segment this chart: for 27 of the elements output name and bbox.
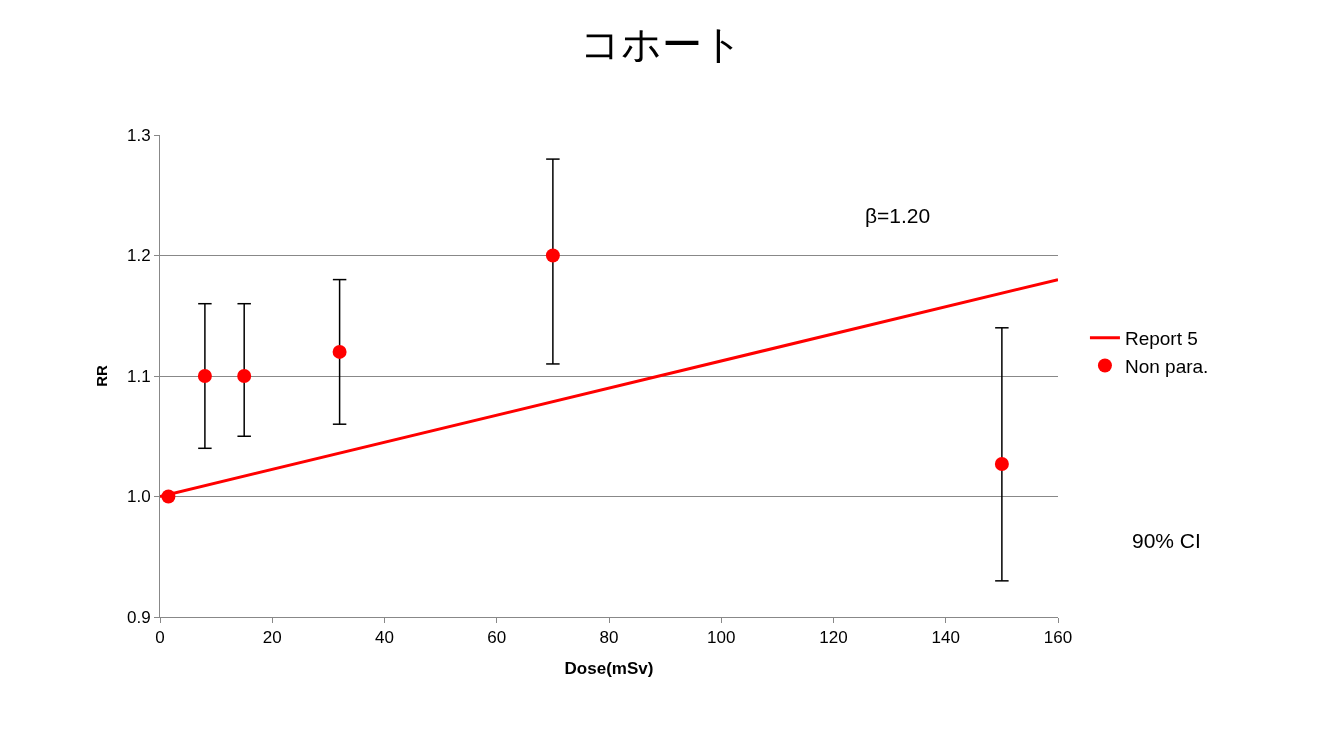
x-tick-label: 40 [375,628,394,648]
x-tick-label: 120 [819,628,848,648]
x-tick-label: 80 [599,628,619,648]
annotation: β=1.20 [865,204,931,227]
point [994,456,1009,471]
y-tick-label: 1.3 [126,125,151,145]
x-tick-label: 160 [1043,628,1073,648]
point [237,369,252,383]
y-tick-label: 0.9 [126,607,151,627]
x-axis-title: Dose(mSv) [564,658,654,678]
point [545,248,560,263]
point [197,369,212,383]
x-tick-label: 20 [262,628,282,648]
text: 90% CI [1132,529,1201,552]
point [332,344,347,359]
point [161,489,176,504]
y-tick-label: 1.1 [126,366,151,386]
y-tick-label: 1.0 [126,487,151,507]
y-axis-title: RR [93,365,111,387]
x-tick-label: 140 [931,628,960,648]
chart-title: コホート [580,20,743,67]
x-tick-label: 100 [707,628,736,648]
x-tick-label: 60 [487,628,507,648]
legend-label: Non para. [1124,355,1209,377]
y-tick-label: 1.2 [126,246,151,266]
x-tick-label: 0 [155,628,165,648]
legend-label: Report 5 [1124,328,1198,350]
